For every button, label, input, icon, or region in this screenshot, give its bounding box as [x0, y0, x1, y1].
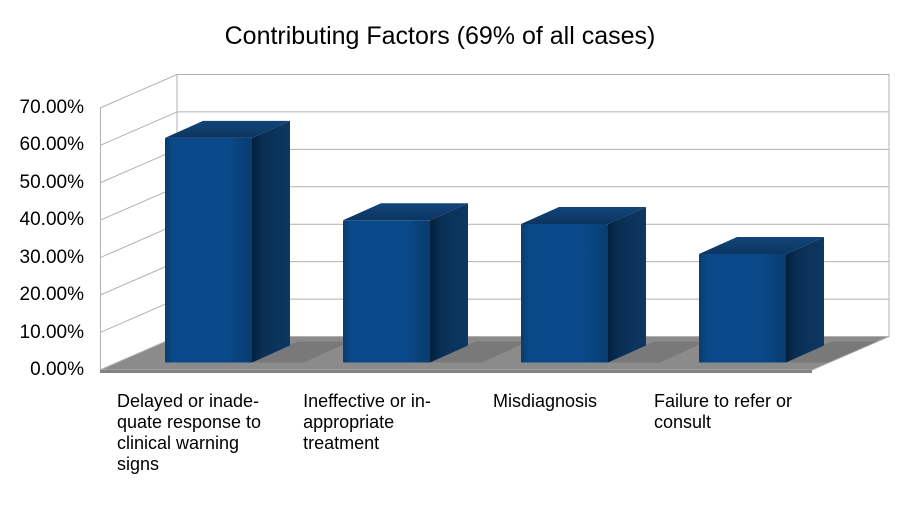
bar-1 [165, 120, 290, 363]
bar-side-face [608, 207, 646, 363]
x-category-label: Delayed or inade-quate response to clinic… [116, 391, 262, 474]
gridline-leftwall [99, 223, 178, 259]
bar-side-face [252, 120, 290, 363]
bar-side-face [786, 236, 824, 363]
bar-shadow [780, 341, 884, 363]
left-wall [100, 74, 177, 370]
y-tick-label: 0.00% [30, 359, 84, 380]
x-category-label: Misdiagnosis [492, 391, 598, 411]
bar-top-face [165, 120, 290, 138]
bar-3 [521, 207, 646, 363]
gridline-leftwall [99, 261, 178, 296]
gridline-leftwall [99, 298, 178, 334]
y-tick-label: 20.00% [19, 284, 84, 306]
y-tick-label: 70.00% [19, 97, 84, 118]
x-category-label: Ineffective or in-appropriate treatment [303, 391, 431, 453]
bar-shadow [424, 341, 528, 363]
chart-title: Contributing Factors (69% of all cases) [224, 22, 656, 50]
bar-front-face [521, 224, 608, 363]
bar-top-face [343, 203, 468, 221]
gridline-leftwall [99, 186, 178, 221]
bar-top-face [699, 236, 824, 254]
y-tick-label: 30.00% [19, 246, 84, 268]
bar-front-face [343, 220, 430, 363]
bar-shadows [246, 341, 884, 363]
gridline-leftwall [99, 148, 178, 184]
y-tick-label: 10.00% [19, 321, 84, 343]
floor-front-edge [100, 370, 812, 373]
gridline-leftwall [99, 74, 178, 109]
bar-front-face [699, 253, 786, 363]
bar-2 [343, 203, 468, 363]
gridline-leftwall [99, 111, 178, 146]
y-tick-label: 50.00% [19, 171, 84, 193]
bar-side-face [430, 203, 468, 363]
bar-shadow [602, 341, 706, 363]
bar-4 [699, 236, 824, 363]
x-category-label: Failure to refer or consult [653, 391, 793, 432]
bar-shadow [246, 341, 350, 363]
y-tick-label: 40.00% [19, 209, 84, 231]
bar-front-face [165, 137, 252, 363]
bar-top-face [521, 207, 646, 225]
y-tick-label: 60.00% [19, 134, 84, 156]
